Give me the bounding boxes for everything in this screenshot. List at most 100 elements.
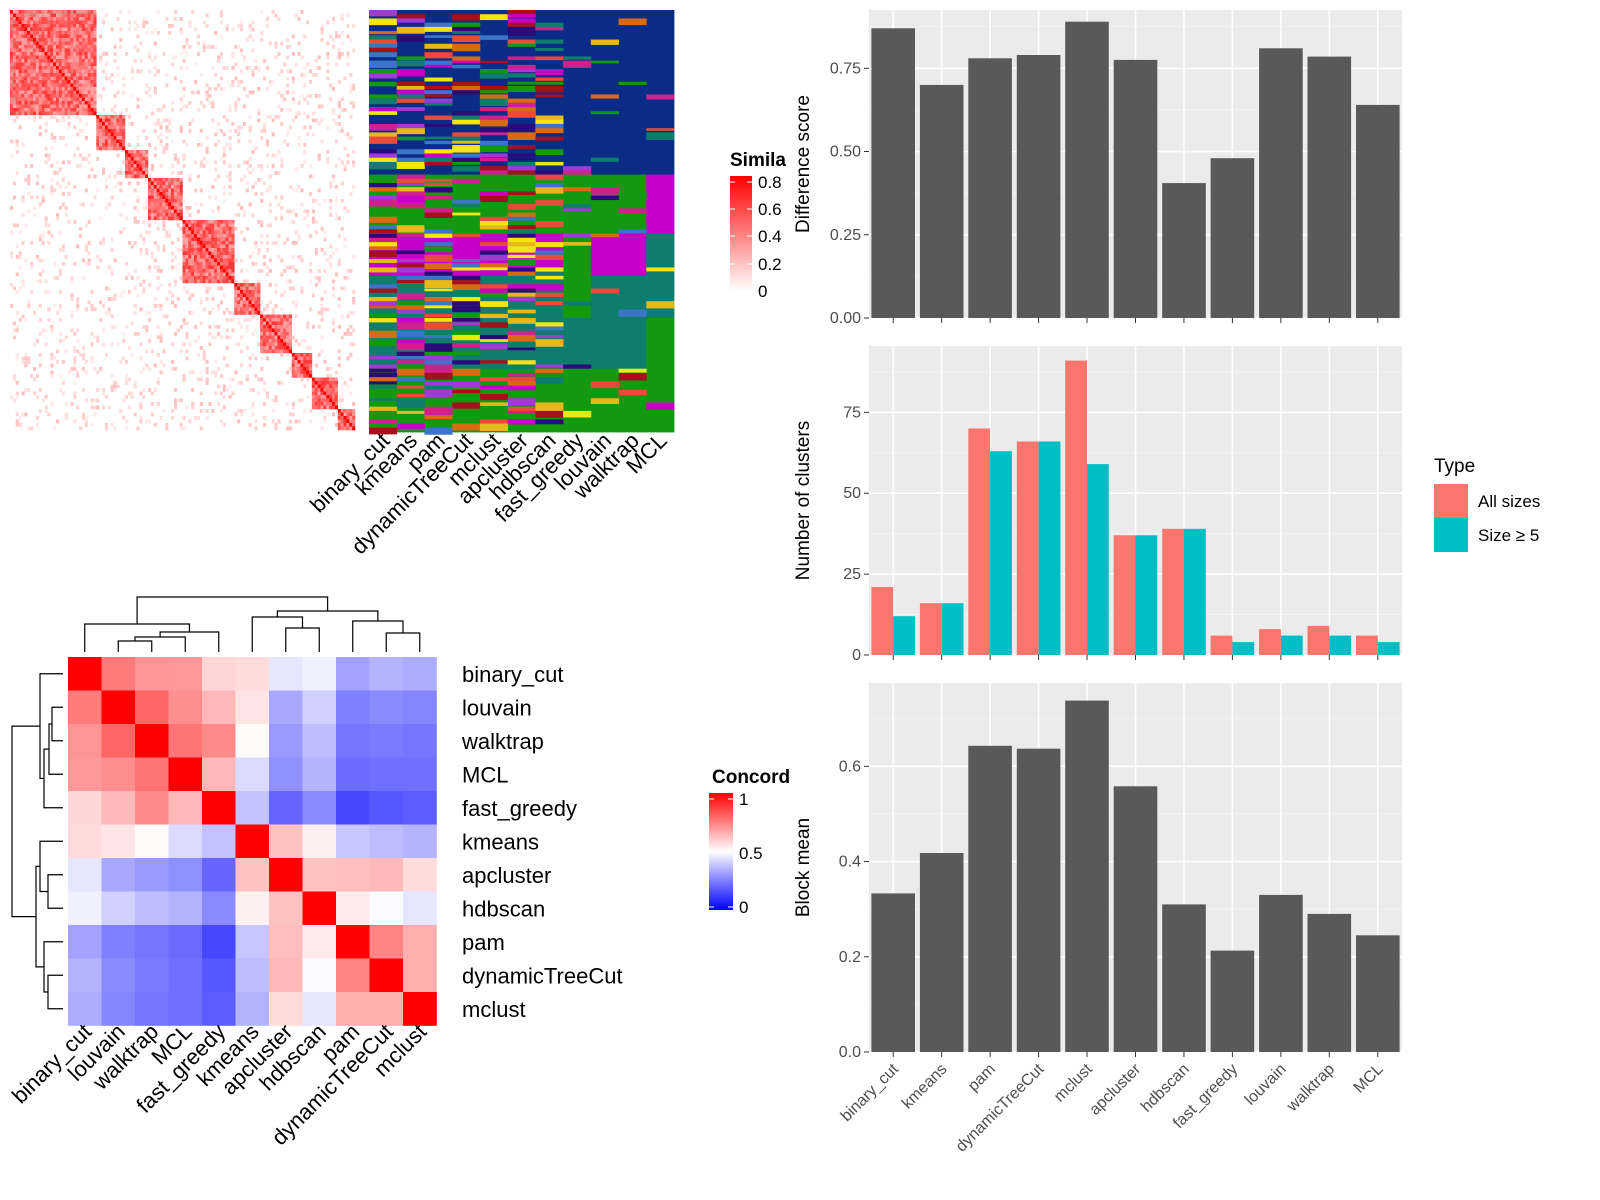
similarity-cell [263, 339, 267, 343]
similarity-cell [96, 143, 100, 147]
similarity-cell [70, 276, 74, 280]
similarity-cell [222, 388, 226, 392]
assignment-cell [369, 377, 398, 385]
similarity-cell [185, 255, 189, 259]
similarity-cell [30, 94, 34, 98]
similarity-cell [56, 34, 60, 39]
similarity-cell [263, 318, 267, 322]
similarity-cell [165, 118, 169, 123]
concordance-legend-label: 0.5 [739, 844, 763, 863]
similarity-cell [211, 251, 215, 256]
assignment-cell [535, 326, 564, 331]
similarity-cell [81, 202, 86, 207]
assignment-block [563, 275, 592, 319]
similarity-cell [145, 328, 149, 333]
assignment-cell [452, 60, 481, 64]
similarity-cell [211, 230, 215, 235]
similarity-cell [116, 66, 120, 70]
similarity-cell [81, 367, 86, 371]
similarity-cell [179, 209, 183, 214]
similarity-cell [56, 171, 60, 175]
similarity-cell [202, 279, 206, 284]
similarity-cell [50, 356, 54, 361]
similarity-cell [61, 108, 65, 112]
similarity-cell [225, 220, 229, 224]
similarity-cell [162, 409, 166, 413]
similarity-cell [188, 45, 192, 49]
similarity-cell [283, 321, 287, 326]
similarity-cell [87, 10, 91, 14]
similarity-cell [21, 108, 25, 112]
similarity-cell [70, 311, 74, 315]
similarity-cell [35, 34, 40, 39]
similarity-cell [130, 244, 134, 249]
similarity-cell [245, 269, 249, 273]
similarity-cell [222, 248, 226, 252]
similarity-cell [245, 167, 249, 172]
assignment-cell [452, 85, 481, 91]
similarity-cell [27, 24, 31, 28]
similarity-cell [343, 426, 347, 431]
similarity-cell [326, 398, 330, 403]
similarity-cell [254, 304, 258, 308]
similarity-cell [265, 356, 270, 361]
similarity-cell [294, 314, 298, 319]
similarity-cell [10, 87, 14, 91]
similarity-cell [27, 20, 31, 25]
similarity-cell [156, 181, 160, 186]
similarity-cell [125, 167, 129, 172]
similarity-cell [254, 146, 258, 151]
similarity-cell [58, 185, 63, 189]
similarity-cell [67, 62, 71, 67]
similarity-cell [242, 209, 247, 214]
similarity-cell [248, 115, 252, 119]
similarity-cell [84, 398, 88, 403]
similarity-cell [314, 276, 318, 280]
similarity-cell [248, 300, 252, 305]
similarity-cell [81, 10, 86, 14]
similarity-cell [21, 55, 25, 60]
similarity-cell [133, 27, 137, 32]
similarity-cell [35, 195, 40, 200]
similarity-cell [225, 118, 229, 123]
similarity-cell [248, 283, 252, 287]
concordance-cell [403, 858, 437, 892]
assignment-cell [424, 246, 453, 253]
similarity-cell [122, 118, 126, 123]
similarity-cell [286, 318, 290, 322]
similarity-cell [214, 265, 218, 270]
assignment-cell [396, 208, 425, 214]
assignment-cell [369, 372, 398, 379]
similarity-cell [211, 66, 215, 70]
similarity-cell [21, 279, 25, 284]
similarity-cell [81, 87, 86, 91]
similarity-cell [27, 209, 31, 214]
similarity-cell [225, 328, 229, 333]
similarity-cell [248, 388, 252, 392]
similarity-cell [38, 388, 42, 392]
similarity-cell [303, 73, 307, 77]
similarity-cell [90, 48, 94, 53]
similarity-cell [234, 311, 238, 315]
assignment-cell [452, 360, 481, 365]
similarity-cell [162, 314, 166, 319]
assignment-cell [563, 301, 592, 306]
similarity-cell [228, 220, 232, 224]
similarity-cell [139, 402, 143, 406]
similarity-cell [219, 227, 224, 231]
assignment-cell [424, 52, 453, 59]
concordance-cell [403, 992, 437, 1026]
similarity-cell [176, 171, 180, 175]
similarity-cell [274, 195, 278, 200]
similarity-cell [90, 73, 94, 77]
similarity-cell [179, 195, 183, 200]
similarity-cell [30, 87, 34, 91]
assignment-cell [479, 334, 509, 342]
similarity-cell [156, 118, 160, 123]
y-axis-title: Block mean [793, 818, 814, 917]
similarity-cell [205, 146, 209, 151]
similarity-cell [171, 216, 175, 221]
similarity-cell [165, 136, 169, 140]
similarity-cell [110, 314, 114, 319]
similarity-cell [50, 328, 54, 333]
